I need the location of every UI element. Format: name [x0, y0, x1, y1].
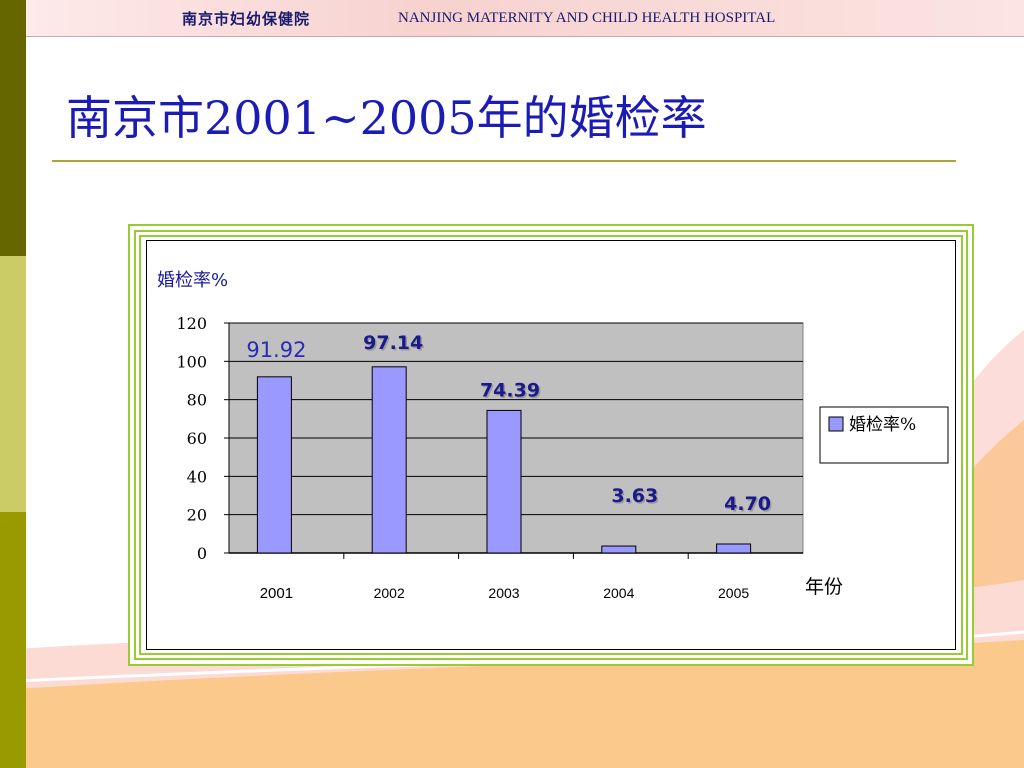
y-tick-label: 100 [176, 352, 207, 371]
x-tick-label: 2002 [374, 585, 405, 601]
x-tick-label: 2001 [260, 585, 293, 602]
y-tick-label: 40 [187, 467, 207, 486]
bar [486, 409, 522, 554]
data-label: 97.14 [363, 332, 423, 354]
header-org-cn: 南京市妇幼保健院 [182, 10, 311, 28]
bar [601, 545, 637, 554]
x-tick-label: 2005 [718, 585, 749, 601]
bar [371, 366, 407, 554]
title-divider [52, 160, 956, 162]
y-axis-label: 婚检率% [157, 270, 228, 291]
data-label-shadow: 74.39 [481, 381, 541, 403]
y-tick-label: 20 [187, 506, 207, 525]
data-label: 3.63 [611, 485, 658, 507]
chart-frame: 0 20 40 60 80 100 120 2001 91.92 2002 97.14 97.14 20… [128, 224, 974, 666]
bar [256, 376, 292, 554]
y-tick-label: 80 [187, 391, 207, 410]
legend-label: 婚检率% [849, 415, 916, 435]
bar [716, 543, 752, 554]
x-tick-label: 2004 [603, 585, 634, 601]
bar-chart: 020406080100120200191.92200297.1497.1420… [157, 270, 949, 602]
left-stripe-olive [0, 512, 26, 768]
data-label-shadow: 3.63 [613, 487, 660, 509]
left-stripe-dark [0, 0, 26, 256]
data-label: 4.70 [724, 493, 771, 515]
y-tick-label: 60 [187, 429, 207, 448]
legend: 婚检率% [819, 406, 949, 464]
x-axis-label: 年份 [805, 576, 843, 598]
data-label: 91.92 [246, 338, 306, 362]
header-band: 南京市妇幼保健院 NANJING MATERNITY AND CHILD HEA… [26, 0, 1024, 37]
data-label-shadow: 4.70 [726, 494, 773, 516]
x-tick-label: 2003 [488, 585, 519, 601]
data-label: 74.39 [480, 379, 540, 401]
left-stripe-light [0, 256, 26, 512]
page-title: 南京市2001~2005年的婚检率 [66, 91, 707, 145]
chart-panel: 0 20 40 60 80 100 120 2001 91.92 2002 97.14 97.14 20… [146, 240, 956, 650]
data-label-shadow: 97.14 [365, 333, 425, 355]
legend-box [819, 406, 949, 464]
legend-swatch [828, 416, 844, 432]
header-org-en: NANJING MATERNITY AND CHILD HEALTH HOSPI… [398, 10, 776, 26]
y-tick-label: 120 [176, 314, 207, 333]
y-tick-label: 0 [197, 544, 207, 563]
